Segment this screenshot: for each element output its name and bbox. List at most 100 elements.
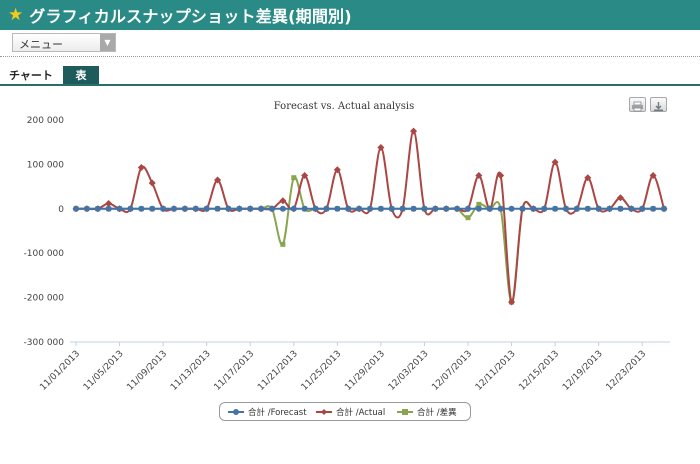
tab-chart[interactable]: チャート [0,66,62,84]
point-forecast[interactable] [541,205,548,212]
point-forecast[interactable] [584,205,591,212]
point-forecast[interactable] [595,205,602,212]
point-forecast[interactable] [214,205,221,212]
point-actual[interactable] [551,158,559,166]
legend-item-variance[interactable]: 合計 /差異 [397,403,457,420]
point-variance[interactable] [280,241,286,247]
point-forecast[interactable] [138,205,145,212]
point-forecast[interactable] [628,205,635,212]
chart: Forecast vs. Actual analysis 200 000 100 … [24,101,670,393]
point-forecast[interactable] [279,205,286,212]
tab-bar: チャート 表 [0,66,700,86]
point-forecast[interactable] [312,205,319,212]
point-forecast[interactable] [432,205,439,212]
y-tick-label: 100 000 [27,160,64,170]
print-button[interactable] [629,97,646,112]
point-forecast[interactable] [290,205,297,212]
chevron-down-icon[interactable]: ▼ [100,34,115,51]
point-forecast[interactable] [410,205,417,212]
download-button[interactable] [650,97,667,112]
point-forecast[interactable] [160,205,167,212]
point-forecast[interactable] [475,205,482,212]
tab-table[interactable]: 表 [63,66,99,84]
point-forecast[interactable] [94,205,101,212]
point-forecast[interactable] [552,205,559,212]
point-forecast[interactable] [225,205,232,212]
x-tick-label: 12/19/2013 [561,349,605,393]
point-forecast[interactable] [573,205,580,212]
point-forecast[interactable] [519,205,526,212]
legend-marker-forecast [228,408,244,415]
point-forecast[interactable] [171,205,177,212]
legend-label-actual: 合計 /Actual [336,407,386,418]
point-forecast[interactable] [617,205,624,212]
legend-item-forecast[interactable]: 合計 /Forecast [228,403,307,420]
print-icon [632,101,643,112]
point-forecast[interactable] [323,205,330,212]
download-icon [654,102,663,112]
point-variance[interactable] [476,201,482,207]
point-forecast[interactable] [149,205,156,212]
point-variance[interactable] [291,175,297,181]
y-tick-label: -100 000 [24,249,65,259]
point-forecast[interactable] [465,205,471,212]
point-forecast[interactable] [497,205,504,212]
point-forecast[interactable] [116,205,123,212]
point-forecast[interactable] [443,205,450,212]
point-forecast[interactable] [247,205,254,212]
point-forecast[interactable] [269,205,275,212]
point-forecast[interactable] [105,205,112,212]
point-forecast[interactable] [421,205,428,212]
point-forecast[interactable] [399,205,406,212]
point-forecast[interactable] [345,205,352,212]
point-forecast[interactable] [258,205,265,212]
point-actual[interactable] [410,127,418,135]
point-forecast[interactable] [508,205,515,212]
point-actual[interactable] [148,179,156,187]
menu-dropdown[interactable]: メニュー ▼ [12,33,116,52]
point-actual[interactable] [301,172,309,179]
point-actual[interactable] [649,172,657,179]
point-forecast[interactable] [83,205,90,212]
point-variance[interactable] [465,215,471,221]
legend-marker-actual [316,408,332,415]
x-tick-label: 11/29/2013 [343,349,387,393]
legend-item-actual[interactable]: 合計 /Actual [316,403,385,420]
point-actual[interactable] [377,144,385,152]
point-actual[interactable] [497,172,505,179]
point-actual[interactable] [508,298,516,306]
point-forecast[interactable] [367,205,373,212]
point-actual[interactable] [333,166,341,174]
point-forecast[interactable] [377,205,384,212]
point-actual[interactable] [616,194,624,202]
point-forecast[interactable] [606,205,613,212]
point-actual[interactable] [105,199,113,207]
point-forecast[interactable] [650,205,657,212]
point-actual[interactable] [137,164,145,172]
point-forecast[interactable] [563,205,569,212]
y-tick-label: -200 000 [24,294,65,304]
legend-label-variance: 合計 /差異 [417,407,457,418]
point-forecast[interactable] [454,205,461,212]
point-actual[interactable] [584,174,592,182]
point-forecast[interactable] [192,205,199,212]
point-forecast[interactable] [661,205,667,212]
point-forecast[interactable] [301,205,308,212]
point-forecast[interactable] [203,205,210,212]
star-icon[interactable]: ★ [8,5,24,25]
point-forecast[interactable] [530,205,537,212]
legend: 合計 /Forecast 合計 /Actual 合計 /差異 [219,402,471,421]
point-forecast[interactable] [334,205,341,212]
point-actual[interactable] [214,176,222,184]
point-forecast[interactable] [73,205,79,212]
point-forecast[interactable] [486,205,493,212]
point-forecast[interactable] [388,205,395,212]
page-header: ★ グラフィカルスナップショット差異(期間別) [0,0,700,30]
point-forecast[interactable] [639,205,646,212]
point-forecast[interactable] [356,205,363,212]
point-forecast[interactable] [127,205,134,212]
point-forecast[interactable] [236,205,243,212]
point-actual[interactable] [279,197,287,205]
point-forecast[interactable] [181,205,188,212]
point-actual[interactable] [475,172,483,179]
